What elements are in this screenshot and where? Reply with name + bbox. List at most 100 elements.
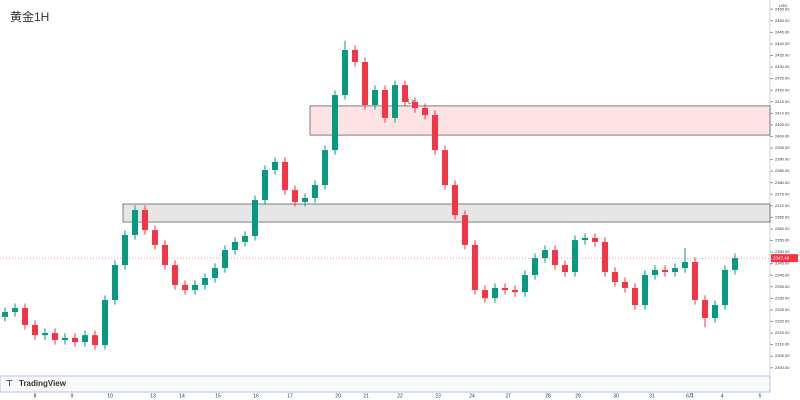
candle-body (102, 299, 108, 346)
candle-body (492, 287, 498, 299)
candle-body (142, 210, 148, 231)
x-tick-label: 14 (179, 393, 185, 399)
y-tick-label: 2405.00 (775, 122, 790, 127)
brand-logo: ⊤ (6, 379, 13, 388)
y-tick-label: 2455.00 (775, 6, 790, 11)
y-tick-label: 2390.00 (775, 157, 790, 162)
candle-body (632, 287, 638, 306)
brand-strip (0, 375, 771, 393)
y-tick-label: 2335.00 (775, 284, 790, 289)
candle-body (202, 278, 208, 285)
candle-body (292, 190, 298, 202)
candle-body (22, 308, 28, 325)
candle-body (412, 101, 418, 109)
candle-body (722, 269, 728, 306)
candle-body (232, 241, 238, 251)
candle-body (582, 237, 588, 241)
y-tick-label: 2395.00 (775, 145, 790, 150)
y-tick-label: 2360.00 (775, 226, 790, 231)
candle-body (642, 275, 648, 306)
x-tick-label: 22 (397, 393, 403, 399)
x-tick-label: 8 (34, 393, 37, 399)
candle-body (602, 241, 608, 272)
candle-body (192, 284, 198, 291)
candle-body (372, 89, 378, 106)
x-tick-label: 9 (71, 393, 74, 399)
x-tick-label: 23 (435, 393, 441, 399)
candle-body (272, 161, 278, 170)
candle-body (422, 108, 428, 115)
candle-body (252, 200, 258, 236)
candle-body (302, 197, 308, 202)
y-tick-label: 2320.00 (775, 319, 790, 324)
chart-title: 黄金1H (10, 9, 49, 24)
candle-body (92, 335, 98, 346)
candle-body (212, 268, 218, 279)
y-tick-label: 2430.00 (775, 64, 790, 69)
candle-body (32, 324, 38, 336)
x-tick-label: 17 (287, 393, 293, 399)
candle-body (342, 49, 348, 96)
zone (309, 105, 771, 136)
y-tick-label: 2425.00 (775, 76, 790, 81)
y-tick-label: 2345.00 (775, 261, 790, 266)
x-tick-label: 28 (545, 393, 551, 399)
y-tick-label: 2370.00 (775, 203, 790, 208)
candle-body (72, 337, 78, 343)
candle-body (382, 89, 388, 118)
candle-body (2, 312, 8, 317)
y-tick-label: 2375.00 (775, 191, 790, 196)
y-tick-label: 2340.00 (775, 272, 790, 277)
candle-body (452, 185, 458, 216)
y-tick-label: 2440.00 (775, 41, 790, 46)
candle-body (172, 265, 178, 285)
y-tick-label: 2315.00 (775, 330, 790, 335)
y-tick-label: 2380.00 (775, 180, 790, 185)
brand: TradingView (19, 379, 67, 388)
axis-unit: USD (779, 3, 788, 8)
y-tick-label: 2325.00 (775, 307, 790, 312)
y-tick-label: 2355.00 (775, 238, 790, 243)
candle-body (352, 49, 358, 62)
candle-body (472, 244, 478, 291)
candle-body (162, 244, 168, 266)
y-tick-label: 2365.00 (775, 214, 790, 219)
y-tick-label: 2300.00 (775, 365, 790, 370)
y-tick-label: 2350.00 (775, 249, 790, 254)
x-tick-label: 30 (613, 393, 619, 399)
x-tick-label: 13 (150, 393, 156, 399)
candle-body (562, 265, 568, 272)
candle-body (82, 335, 88, 343)
candle-body (552, 250, 558, 266)
price-tag-bg (771, 254, 798, 263)
y-tick-label: 2385.00 (775, 168, 790, 173)
candle-body (442, 150, 448, 186)
candle-body (312, 185, 318, 198)
candle-body (662, 269, 668, 272)
candle-body (152, 230, 158, 245)
candle-body (592, 237, 598, 242)
y-tick-label: 2410.00 (775, 110, 790, 115)
x-tick-label: 6月 (686, 393, 694, 399)
candle-body (52, 333, 58, 340)
candle-body (362, 61, 368, 106)
candle-body (702, 299, 708, 319)
candle-body (332, 95, 338, 151)
candle-body (122, 234, 128, 266)
candle-body (222, 250, 228, 269)
x-tick-label: 21 (363, 393, 369, 399)
x-tick-label: 29 (575, 393, 581, 399)
candle-body (692, 262, 698, 300)
y-tick-label: 2450.00 (775, 18, 790, 23)
candle-body (462, 215, 468, 245)
candle-body (732, 258, 738, 270)
y-tick-label: 2420.00 (775, 87, 790, 92)
y-tick-label: 2435.00 (775, 53, 790, 58)
price-tag: 2347.40 (773, 255, 790, 260)
x-tick-label: 24 (469, 393, 475, 399)
candle-body (502, 287, 508, 291)
candle-body (542, 250, 548, 259)
candle-body (482, 290, 488, 299)
